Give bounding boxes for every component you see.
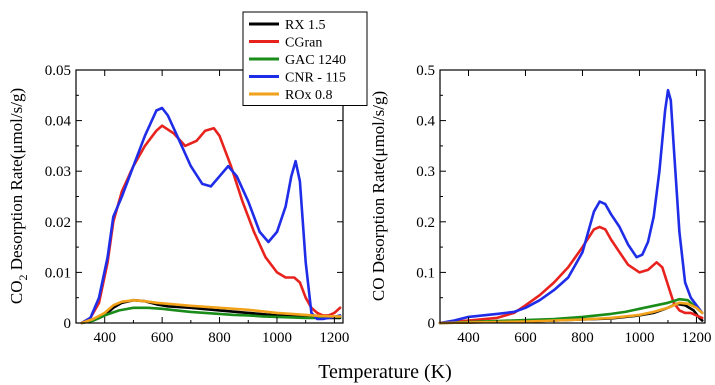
x-tick-label: 600: [514, 330, 537, 346]
series-line-rox-0-8: [80, 298, 342, 325]
x-tick-label: 800: [208, 330, 231, 346]
co-desorption-panel: 400 600 800 1000 1200 0 0.1 0.2 0.3 0.4 0.5 CO Deso…: [369, 63, 711, 346]
y-tick-label: 0.1: [416, 265, 435, 281]
y-tick-label: 0.04: [45, 114, 72, 130]
y-tick-label: 0.4: [416, 114, 435, 130]
x-tick-label: 800: [571, 330, 594, 346]
y-tick-label: 0.05: [45, 63, 71, 79]
y-tick-label: 0.2: [416, 215, 435, 231]
x-tick-label: 1000: [624, 330, 654, 346]
x-tick-label: 1000: [262, 330, 292, 346]
x-tick-label: 600: [151, 330, 174, 346]
series-line-cnr-115: [438, 88, 704, 325]
y-axis-label: CO2 Desorption Rate(μmol/s/g): [7, 88, 30, 304]
series-line-cnr-115: [80, 106, 342, 325]
series-line-cgran: [80, 124, 342, 325]
x-tick-label: 400: [457, 330, 480, 346]
series-line-cgran: [438, 225, 704, 325]
legend: RX 1.5 CGran GAC 1240 CNR - 115 ROx 0.8: [242, 11, 368, 106]
plot-frame: [75, 69, 344, 324]
x-tick-label: 1200: [319, 330, 349, 346]
y-axis-label-subscript: 2: [16, 275, 30, 281]
co2-desorption-panel: 400 600 800 1000 1200 0 0.01 0.02 0.03 0.04 0.05 CO…: [7, 63, 349, 346]
y-tick-label: 0.3: [416, 164, 435, 180]
x-axis-label: Temperature (K): [318, 361, 452, 383]
x-tick-label: 400: [93, 330, 116, 346]
legend-label: CGran: [285, 36, 322, 51]
series-line-gac-1240: [80, 306, 342, 325]
y-tick-label: 0.5: [416, 63, 435, 79]
legend-label: RX 1.5: [285, 18, 325, 33]
series-line-rox-0-8: [438, 301, 704, 325]
y-tick-label: 0: [64, 316, 72, 332]
legend-label: GAC 1240: [285, 53, 346, 68]
legend-label: ROx 0.8: [285, 88, 332, 103]
y-tick-label: 0.01: [45, 265, 71, 281]
y-tick-label: 0.02: [45, 215, 71, 231]
y-axis-label-main: CO Desorption Rate(μmol/s/g): [369, 91, 388, 301]
legend-label: CNR - 115: [285, 71, 346, 86]
y-axis-label: CO Desorption Rate(μmol/s/g): [369, 91, 388, 301]
y-tick-label: 0: [428, 316, 436, 332]
y-axis-label-rest: Desorption Rate(μmol/s/g): [7, 88, 26, 275]
y-tick-label: 0.03: [45, 164, 71, 180]
y-axis-label-main: CO: [7, 281, 26, 305]
x-tick-label: 1200: [681, 330, 711, 346]
